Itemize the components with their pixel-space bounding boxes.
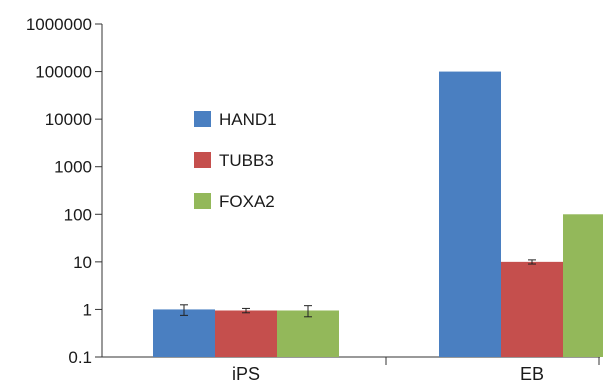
legend-swatch-tubb3 (194, 152, 211, 168)
y-tick-label: 1 (83, 300, 92, 319)
legend-label-foxa2: FOXA2 (219, 192, 275, 211)
y-axis: 0.1 1 10 100 1000 10000 100000 1000000 (26, 15, 103, 367)
legend-label-hand1: HAND1 (219, 110, 277, 129)
x-category-label: iPS (232, 364, 260, 383)
bar-tubb3-ips (215, 310, 277, 357)
bar-foxa2-eb (563, 214, 603, 357)
bar-foxa2-ips (277, 310, 339, 357)
bar-tubb3-eb (501, 261, 563, 357)
x-category-label: EB (520, 364, 544, 383)
y-tick-label: 10 (73, 253, 92, 272)
bar-hand1-ips (153, 309, 215, 357)
y-tick-label: 100 (64, 205, 92, 224)
legend: HAND1 TUBB3 FOXA2 (194, 110, 277, 211)
legend-label-tubb3: TUBB3 (219, 151, 274, 170)
legend-swatch-hand1 (194, 111, 211, 127)
legend-swatch-foxa2 (194, 193, 211, 209)
y-tick-label: 100000 (35, 63, 92, 82)
bars-group (153, 71, 603, 358)
y-tick-label: 1000 (54, 158, 92, 177)
bar-hand1-eb (439, 71, 501, 358)
y-tick-label: 0.1 (68, 348, 92, 367)
x-axis: iPS EB (102, 356, 600, 383)
y-tick-label: 1000000 (26, 15, 92, 34)
y-tick-label: 10000 (45, 110, 92, 129)
